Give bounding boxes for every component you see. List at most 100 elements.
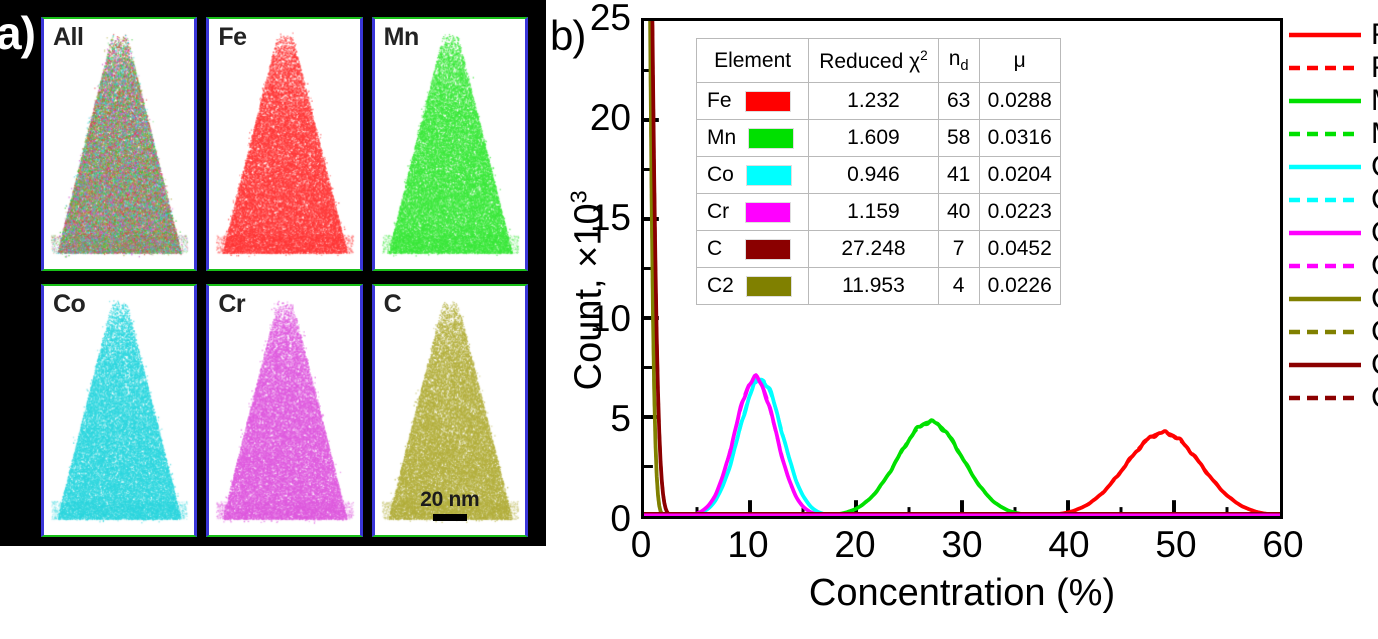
legend-item[interactable]: C Observed bbox=[1288, 348, 1378, 381]
cell-mu: 0.0226 bbox=[978, 267, 1061, 306]
element-name: C2 bbox=[707, 274, 734, 298]
cell-reduced-chi2: 1.159 bbox=[808, 193, 939, 232]
legend-line-swatch bbox=[1288, 391, 1362, 405]
cell-element: Co bbox=[695, 156, 810, 195]
scale-bar-label: 20 nm bbox=[420, 488, 480, 511]
header-nd: nd bbox=[937, 37, 980, 84]
legend-line-swatch bbox=[1288, 325, 1362, 339]
x-tick-label: 60 bbox=[1262, 524, 1304, 565]
y-tick-label: 10 bbox=[589, 297, 631, 339]
cell-reduced-chi2: 1.609 bbox=[808, 119, 939, 158]
element-color-swatch bbox=[745, 275, 792, 297]
atom-point-cloud bbox=[374, 19, 525, 269]
atom-map-tile-label: Fe bbox=[218, 23, 247, 51]
atom-map-tile-label: Cr bbox=[218, 289, 246, 318]
atom-map-tile-cr[interactable]: Cr bbox=[206, 283, 363, 537]
x-tick-label: 10 bbox=[727, 524, 769, 565]
scale-bar: 20 nm bbox=[375, 488, 525, 521]
cell-reduced-chi2: 1.232 bbox=[808, 82, 939, 121]
table-row: Fe 1.232 63 0.0288 bbox=[695, 82, 1061, 121]
legend-item[interactable]: Mn Observed bbox=[1288, 84, 1378, 117]
cell-element: C2 bbox=[695, 267, 810, 306]
y-tick-label: 15 bbox=[589, 197, 631, 239]
legend-label: Mn Observed bbox=[1371, 84, 1378, 118]
atom-map-tile-c[interactable]: C 20 nm bbox=[371, 283, 528, 537]
x-tick-label: 20 bbox=[834, 524, 876, 565]
x-tick-label: 30 bbox=[941, 524, 983, 565]
table-row: C 27.248 7 0.0452 bbox=[695, 230, 1061, 269]
x-axis-label: Concentration (%) bbox=[808, 572, 1116, 614]
element-name: Fe bbox=[707, 89, 732, 113]
legend-label: Fe Binomial bbox=[1371, 51, 1378, 85]
legend-item[interactable]: Cr Binomial bbox=[1288, 249, 1378, 282]
cell-nd: 40 bbox=[937, 193, 980, 232]
cell-mu: 0.0288 bbox=[978, 82, 1061, 121]
legend-item[interactable]: C2 Binomial bbox=[1288, 315, 1378, 348]
legend-item[interactable]: Co Binomial bbox=[1288, 183, 1378, 216]
legend-item[interactable]: Cr Observed bbox=[1288, 216, 1378, 249]
atom-point-cloud bbox=[44, 19, 195, 269]
x-tick-label: 40 bbox=[1048, 524, 1090, 565]
element-color-swatch bbox=[745, 201, 791, 223]
atom-map-tile-label: All bbox=[53, 23, 84, 51]
legend-label: Co Binomial bbox=[1371, 183, 1378, 217]
table-body: Fe 1.232 63 0.0288 Mn 1.609 58 0.0316 Co 0.946 41 0… bbox=[695, 82, 1061, 306]
panel-a-atom-maps: a) All Fe Mn Co Cr C 20 nm bbox=[0, 0, 546, 546]
cell-mu: 0.0204 bbox=[978, 156, 1061, 195]
legend-line-swatch bbox=[1288, 94, 1362, 108]
panel-b-label: b) bbox=[550, 12, 586, 59]
atom-map-tile-mn[interactable]: Mn bbox=[371, 17, 528, 271]
legend-label: Cr Observed bbox=[1371, 216, 1378, 250]
atom-point-cloud bbox=[44, 285, 195, 535]
legend-label: C Observed bbox=[1371, 348, 1378, 382]
cell-element: Fe bbox=[695, 82, 810, 121]
header-element: Element bbox=[695, 37, 810, 84]
cell-element: C bbox=[695, 230, 810, 269]
cell-nd: 58 bbox=[937, 119, 980, 158]
cell-element: Cr bbox=[695, 193, 810, 232]
cell-reduced-chi2: 0.946 bbox=[808, 156, 939, 195]
atom-point-cloud bbox=[374, 285, 525, 535]
legend-label: Fe Observed bbox=[1371, 18, 1378, 52]
series-cr-observed bbox=[644, 373, 1280, 516]
y-axis-label: Count, ×103 bbox=[565, 190, 610, 391]
legend-item[interactable]: Co Observed bbox=[1288, 150, 1378, 183]
element-name: C bbox=[707, 237, 723, 261]
statistics-table: Element Reduced χ2 nd μ Fe 1.232 63 0.0288 M… bbox=[695, 37, 1061, 306]
series-co-observed bbox=[644, 377, 1280, 516]
element-color-swatch bbox=[745, 164, 792, 186]
table-row: C2 11.953 4 0.0226 bbox=[695, 267, 1061, 306]
element-color-swatch bbox=[745, 238, 791, 260]
atom-map-tile-fe[interactable]: Fe bbox=[206, 17, 363, 271]
legend-line-swatch bbox=[1288, 358, 1362, 372]
cell-mu: 0.0223 bbox=[978, 193, 1061, 232]
cell-reduced-chi2: 11.953 bbox=[808, 267, 939, 306]
atom-map-tile-co[interactable]: Co bbox=[41, 283, 198, 537]
atom-map-tile-grid: All Fe Mn Co Cr C 20 nm bbox=[41, 17, 528, 537]
legend-item[interactable]: Mn Binomial bbox=[1288, 117, 1378, 150]
legend-line-swatch bbox=[1288, 193, 1362, 207]
legend-item[interactable]: Fe Binomial bbox=[1288, 51, 1378, 84]
table-row: Mn 1.609 58 0.0316 bbox=[695, 119, 1061, 158]
legend-label: C2 Binomial bbox=[1371, 315, 1378, 349]
legend-item[interactable]: C Binomial bbox=[1288, 381, 1378, 414]
legend-line-swatch bbox=[1288, 28, 1362, 42]
scale-bar-line bbox=[432, 514, 467, 521]
x-tick-label: 50 bbox=[1155, 524, 1197, 565]
atom-map-tile-all[interactable]: All bbox=[41, 17, 198, 271]
table-row: Co 0.946 41 0.0204 bbox=[695, 156, 1061, 195]
element-name: Cr bbox=[707, 200, 730, 224]
panel-b-concentration-plot: b) Count, ×103 Concentration (%) Element… bbox=[546, 0, 1378, 639]
x-tick-label: 0 bbox=[630, 524, 652, 565]
cell-mu: 0.0452 bbox=[978, 230, 1061, 269]
legend-item[interactable]: Fe Observed bbox=[1288, 18, 1378, 51]
header-mu: μ bbox=[978, 37, 1061, 84]
panel-a-label: a) bbox=[0, 7, 36, 59]
y-tick-label: 0 bbox=[610, 498, 631, 539]
cell-reduced-chi2: 27.248 bbox=[808, 230, 939, 269]
legend-line-swatch bbox=[1288, 160, 1362, 174]
legend-label: C Binomial bbox=[1371, 381, 1378, 415]
legend-item[interactable]: C2 Observed bbox=[1288, 282, 1378, 315]
cell-mu: 0.0316 bbox=[978, 119, 1061, 158]
plot-curves bbox=[644, 21, 1280, 516]
